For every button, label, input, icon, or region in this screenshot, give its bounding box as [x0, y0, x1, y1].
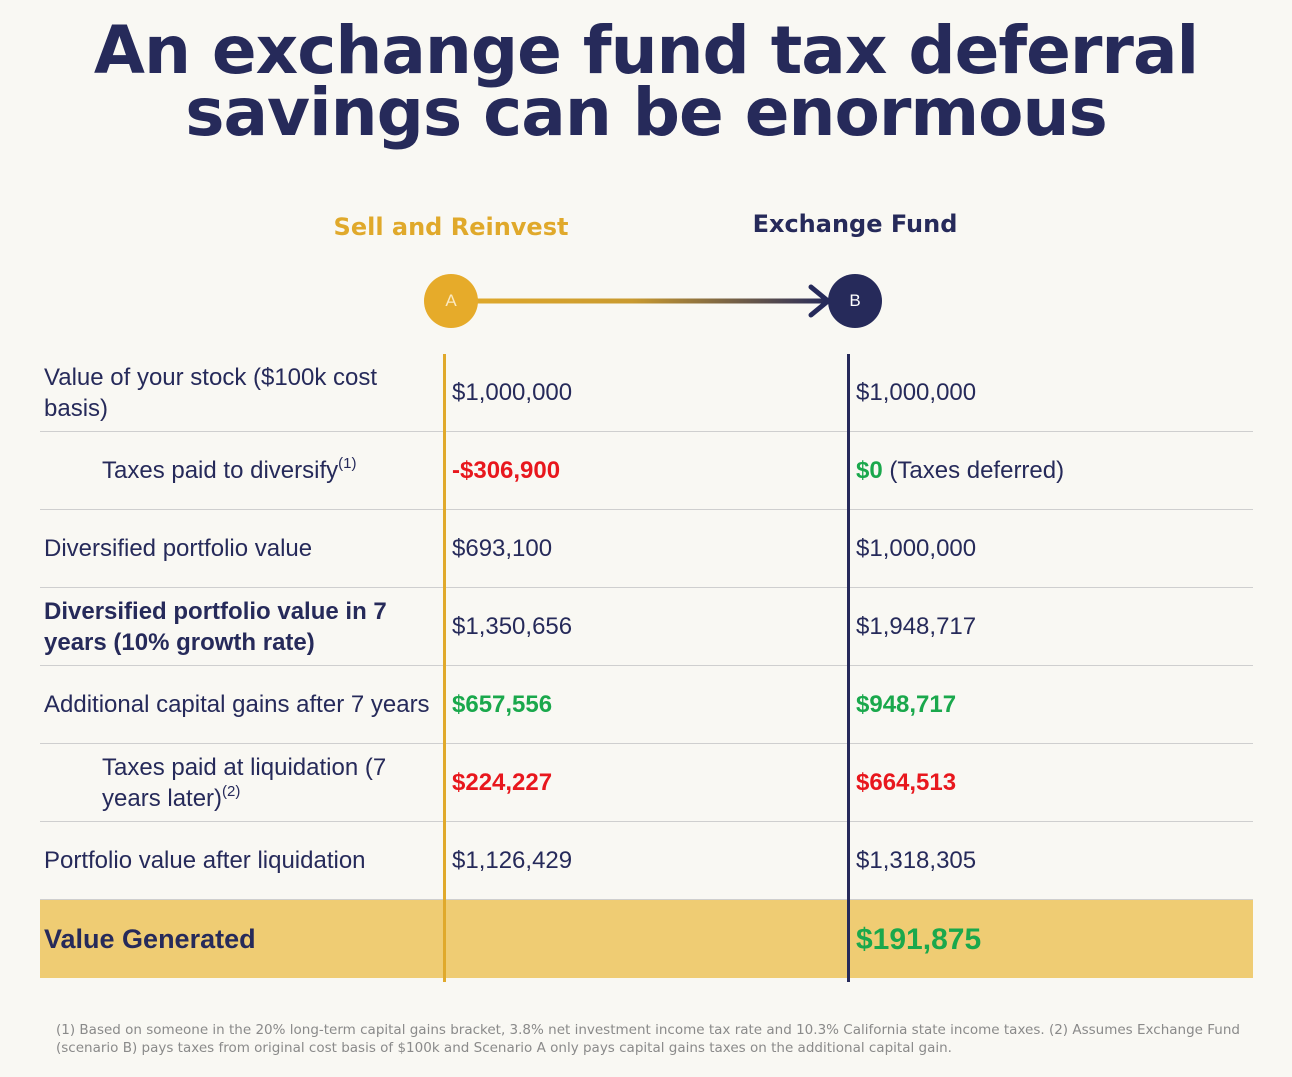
table-row: Diversified portfolio value $693,100 $1,… — [40, 510, 1253, 588]
scenario-a-value: $1,126,429 — [452, 847, 573, 874]
scenario-a-value: $657,556 — [452, 691, 553, 718]
scenario-b-value: $1,000,000 — [856, 535, 977, 562]
scenario-a-circle: A — [424, 274, 478, 328]
table-row: Taxes paid to diversify(1) -$306,900 $0 … — [40, 432, 1253, 510]
title-line-2: savings can be enormous — [185, 74, 1108, 151]
total-row: Value Generated $191,875 — [40, 900, 1253, 978]
row-label: Additional capital gains after 7 years — [44, 691, 430, 718]
table-row: Value of your stock ($100k cost basis) $… — [40, 354, 1253, 432]
footnote-ref: (1) — [338, 455, 357, 472]
table-row: Diversified portfolio value in 7 years (… — [40, 588, 1253, 666]
scenario-b-value: $1,000,000 — [856, 379, 977, 406]
scenario-b-value: $1,318,305 — [856, 847, 977, 874]
total-label: Value Generated — [44, 923, 256, 954]
table-row: Taxes paid at liquidation (7 years later… — [40, 744, 1253, 822]
total-scenario-a-value — [452, 900, 832, 978]
scenario-b-value: $948,717 — [856, 691, 957, 718]
taxes-deferred-note: (Taxes deferred) — [889, 457, 1065, 484]
scenario-b-value: $664,513 — [856, 769, 957, 796]
scenario-a-value: -$306,900 — [452, 457, 561, 484]
footnote-ref: (2) — [222, 782, 241, 800]
row-label: Diversified portfolio value — [44, 535, 313, 562]
table-row: Portfolio value after liquidation $1,126… — [40, 822, 1253, 900]
scenario-a-value: $1,350,656 — [452, 613, 573, 640]
table-row: Additional capital gains after 7 years $… — [40, 666, 1253, 744]
total-scenario-b-value: $191,875 — [856, 922, 982, 956]
row-label: Portfolio value after liquidation — [44, 847, 366, 874]
scenario-a-label: Sell and Reinvest — [333, 213, 569, 241]
scenario-a-divider — [443, 354, 446, 982]
scenario-b-value: $1,948,717 — [856, 613, 977, 640]
scenario-b-circle: B — [828, 274, 882, 328]
title-line-1: An exchange fund tax deferral — [93, 12, 1199, 89]
page-title: An exchange fund tax deferral savings ca… — [0, 12, 1292, 151]
scenario-a-value: $1,000,000 — [452, 379, 573, 406]
row-label: Taxes paid at liquidation (7 years later… — [102, 753, 387, 812]
row-label: Value of your stock ($100k cost basis) — [44, 363, 378, 422]
row-label: Taxes paid to diversify(1) — [102, 455, 357, 484]
scenario-b-divider — [847, 354, 850, 982]
scenario-a-value: $693,100 — [452, 535, 553, 562]
row-label: Diversified portfolio value in 7 years (… — [44, 597, 387, 656]
scenario-a-value: $224,227 — [452, 769, 553, 796]
comparison-table: Value of your stock ($100k cost basis) $… — [40, 354, 1253, 978]
scenario-b-value: $0 (Taxes deferred) — [856, 457, 1065, 484]
footnote: (1) Based on someone in the 20% long-ter… — [56, 1022, 1240, 1056]
scenario-arrow — [470, 284, 831, 318]
scenario-b-label: Exchange Fund — [752, 210, 958, 238]
